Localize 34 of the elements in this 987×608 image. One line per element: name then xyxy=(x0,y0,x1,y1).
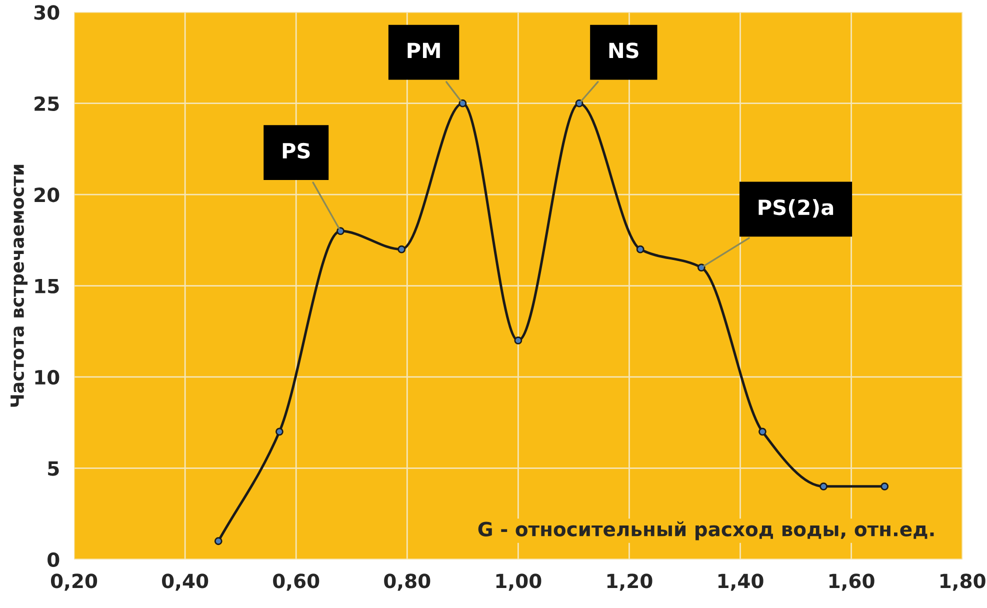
x-tick-label: 0,40 xyxy=(162,574,208,591)
y-tick-label: 25 xyxy=(34,96,59,112)
y-tick-label: 20 xyxy=(34,188,60,202)
x-tick-label: 0,80 xyxy=(384,574,430,591)
point xyxy=(336,227,344,235)
x-tick-label: 1,60 xyxy=(829,574,874,591)
point xyxy=(758,428,766,436)
point xyxy=(697,264,706,272)
point xyxy=(575,99,584,108)
x-tick-label: 1,20 xyxy=(607,574,652,591)
point xyxy=(398,245,406,254)
x-axis-title: G - относительный расход воды, отн.ед. xyxy=(478,521,934,540)
point xyxy=(275,428,284,436)
x-tick-label: 1,80 xyxy=(940,574,986,591)
y-tick-label: 15 xyxy=(35,278,59,294)
y-tick-label: 0 xyxy=(48,552,60,568)
x-tick-label: 1,40 xyxy=(718,574,764,591)
annotation: PS xyxy=(282,142,310,159)
point xyxy=(820,482,828,490)
y-axis-title: Частота встречаемости xyxy=(10,164,28,407)
point xyxy=(214,537,222,546)
point xyxy=(514,336,522,344)
x-tick-label: 0,60 xyxy=(273,574,320,591)
x-tick-label: 0,20 xyxy=(50,574,98,591)
annotation: NS xyxy=(609,42,638,58)
annotation: PS(2)a xyxy=(758,199,834,218)
y-tick-label: 30 xyxy=(34,5,60,20)
y-tick-label: 10 xyxy=(35,370,60,385)
point xyxy=(458,99,467,108)
point xyxy=(636,245,644,254)
y-tick-label: 5 xyxy=(48,461,59,476)
x-tick-label: 1,00 xyxy=(496,574,542,591)
annotation: PM xyxy=(408,42,440,58)
point xyxy=(880,482,889,490)
